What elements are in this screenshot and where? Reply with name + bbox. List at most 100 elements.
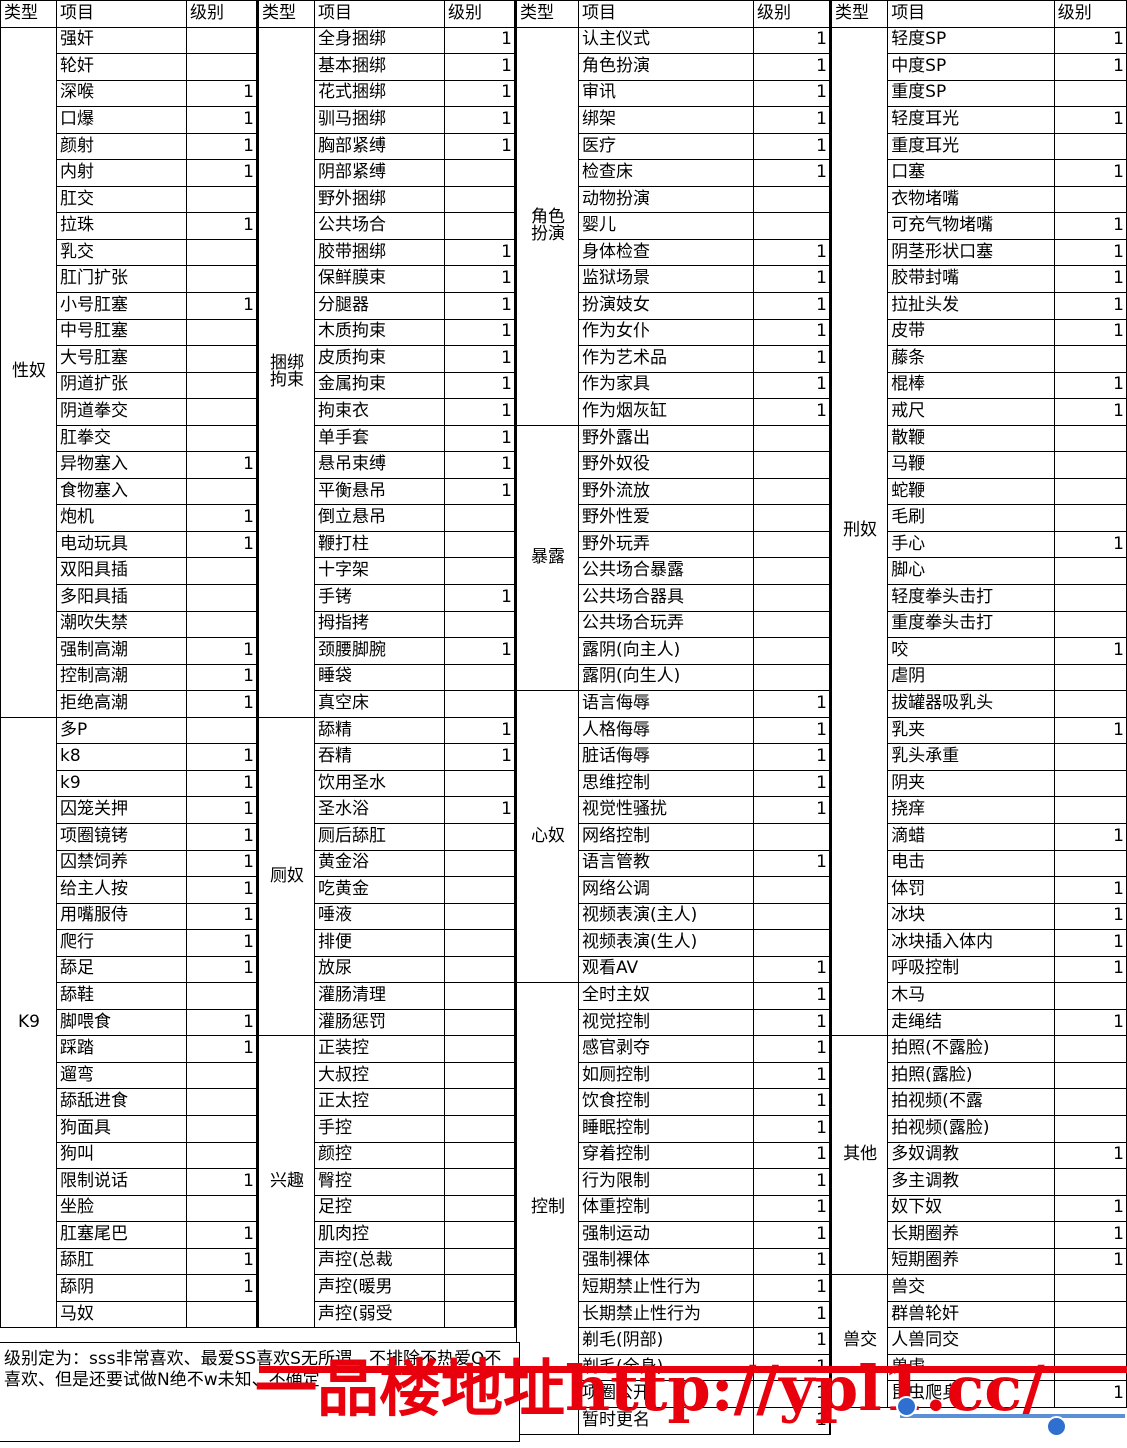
item-cell[interactable]: 视觉控制 <box>578 1008 754 1037</box>
level-cell[interactable] <box>444 769 515 798</box>
level-cell[interactable] <box>753 663 830 692</box>
item-cell[interactable]: 如厕控制 <box>578 1061 754 1090</box>
level-cell[interactable]: 1 <box>753 796 830 824</box>
table-row[interactable]: 检查床 1 <box>517 159 830 187</box>
item-cell[interactable]: 拒绝高潮 <box>56 690 187 718</box>
table-row[interactable]: 舔足 1 <box>1 955 257 984</box>
item-cell[interactable]: 平衡悬吊 <box>314 477 445 506</box>
level-cell[interactable]: 1 <box>753 318 830 347</box>
item-cell[interactable]: 电击 <box>887 849 1055 878</box>
level-cell[interactable] <box>1053 663 1127 692</box>
table-row[interactable]: 十字架 <box>259 557 515 586</box>
level-cell[interactable] <box>444 1274 515 1302</box>
item-cell[interactable]: 囚禁饲养 <box>56 849 187 878</box>
table-row[interactable]: 炮机 1 <box>1 504 257 532</box>
level-cell[interactable] <box>1053 1327 1127 1355</box>
item-cell[interactable]: k8 <box>56 743 187 771</box>
level-cell[interactable]: 1 <box>186 1168 257 1196</box>
table-row[interactable]: 多奴调教 1 <box>832 1141 1127 1170</box>
item-cell[interactable]: 体重控制 <box>578 1194 754 1223</box>
level-cell[interactable] <box>444 159 515 187</box>
table-row[interactable]: 冰块插入体内 1 <box>832 929 1127 957</box>
level-cell[interactable] <box>444 1114 515 1143</box>
item-cell[interactable]: 全时主奴 <box>578 982 754 1010</box>
item-cell[interactable]: 坐脸 <box>56 1194 187 1223</box>
item-cell[interactable]: 轻度拳头击打 <box>887 584 1055 612</box>
item-cell[interactable]: 拍照(露脸) <box>887 1061 1055 1090</box>
item-cell[interactable]: 深喉 <box>56 79 187 108</box>
table-row[interactable]: 双阳具插 <box>1 557 257 586</box>
level-cell[interactable] <box>186 1061 257 1090</box>
table-row[interactable]: 踩踏 1 <box>1 1035 257 1063</box>
level-cell[interactable] <box>753 557 830 586</box>
item-cell[interactable]: 蛇鞭 <box>887 477 1055 506</box>
level-cell[interactable]: 1 <box>186 1247 257 1276</box>
item-cell[interactable]: 灌肠惩罚 <box>314 1008 445 1037</box>
table-row[interactable]: 捆绑 拘束 全身捆绑 1 <box>258 26 515 718</box>
table-row[interactable]: 手心 1 <box>832 530 1127 559</box>
item-cell[interactable]: 吞精 <box>314 743 445 771</box>
table-row[interactable]: 正太控 <box>259 1088 515 1116</box>
item-cell[interactable]: 颈腰脚腕 <box>314 637 445 665</box>
item-cell[interactable]: 排便 <box>314 929 445 957</box>
item-cell[interactable]: 肛塞尾巴 <box>56 1221 187 1249</box>
level-cell[interactable] <box>186 345 257 373</box>
item-cell[interactable]: 基本捆绑 <box>314 53 445 81</box>
level-cell[interactable]: 1 <box>444 796 515 824</box>
level-cell[interactable] <box>1053 743 1127 771</box>
level-cell[interactable] <box>753 876 830 904</box>
item-cell[interactable]: 舔鞋 <box>56 982 187 1010</box>
level-cell[interactable]: 1 <box>753 79 830 108</box>
item-cell[interactable]: 遛弯 <box>56 1061 187 1090</box>
item-cell[interactable]: 走绳结 <box>887 1008 1055 1037</box>
level-cell[interactable]: 1 <box>753 398 830 426</box>
level-cell[interactable]: 1 <box>186 451 257 479</box>
table-row[interactable]: 拉扯头发 1 <box>832 292 1127 320</box>
table-row[interactable]: 内射 1 <box>1 159 257 187</box>
level-cell[interactable]: 1 <box>753 53 830 81</box>
table-row[interactable]: 拍视频(不露 <box>832 1088 1127 1116</box>
item-cell[interactable]: 阴茎形状口塞 <box>887 238 1055 267</box>
item-cell[interactable]: 全身捆绑 <box>314 26 445 55</box>
level-cell[interactable]: 1 <box>753 1114 830 1143</box>
table-row[interactable]: 控制 全时主奴 1 <box>516 982 830 1435</box>
table-row[interactable]: 毛刷 <box>832 504 1127 532</box>
level-cell[interactable]: 1 <box>1053 716 1127 745</box>
item-cell[interactable]: 咬 <box>887 637 1055 665</box>
category-cell[interactable]: 刑奴 <box>830 26 889 1037</box>
item-cell[interactable]: 肛门扩张 <box>56 265 187 294</box>
level-cell[interactable]: 1 <box>186 796 257 824</box>
table-row[interactable]: K9 多P <box>0 716 257 1329</box>
table-row[interactable]: 木马 <box>832 982 1127 1010</box>
level-cell[interactable] <box>186 584 257 612</box>
category-cell[interactable]: 兽交 <box>830 1274 889 1408</box>
level-cell[interactable] <box>1053 1114 1127 1143</box>
level-cell[interactable]: 1 <box>1053 53 1127 81</box>
table-row[interactable]: 兴趣 正装控 <box>258 1035 515 1329</box>
table-row[interactable]: 观看AV 1 <box>517 955 830 984</box>
category-cell[interactable]: 控制 <box>516 982 579 1435</box>
item-cell[interactable]: 人兽同交 <box>887 1327 1055 1355</box>
level-cell[interactable] <box>753 185 830 214</box>
item-cell[interactable]: 拇指拷 <box>314 610 445 639</box>
item-cell[interactable]: 肌肉控 <box>314 1221 445 1249</box>
item-cell[interactable]: 十字架 <box>314 557 445 586</box>
item-cell[interactable]: 虐阴 <box>887 663 1055 692</box>
level-cell[interactable]: 1 <box>1053 1380 1127 1408</box>
level-cell[interactable]: 1 <box>1053 902 1127 931</box>
level-cell[interactable] <box>186 1194 257 1223</box>
level-cell[interactable]: 1 <box>753 1061 830 1090</box>
table-row[interactable]: 用嘴服侍 1 <box>1 902 257 931</box>
level-cell[interactable]: 1 <box>1053 265 1127 294</box>
level-cell[interactable]: 1 <box>1053 1141 1127 1170</box>
level-cell[interactable] <box>1053 769 1127 798</box>
table-row[interactable]: 木质拘束 1 <box>259 318 515 347</box>
level-cell[interactable]: 1 <box>1053 292 1127 320</box>
level-cell[interactable]: 1 <box>186 530 257 559</box>
item-cell[interactable]: 野外露出 <box>578 424 754 453</box>
level-cell[interactable] <box>186 1088 257 1116</box>
item-cell[interactable]: 唾液 <box>314 902 445 931</box>
table-row[interactable]: 散鞭 <box>832 424 1127 453</box>
table-row[interactable]: 狗叫 <box>1 1141 257 1170</box>
level-cell[interactable]: 1 <box>753 849 830 878</box>
